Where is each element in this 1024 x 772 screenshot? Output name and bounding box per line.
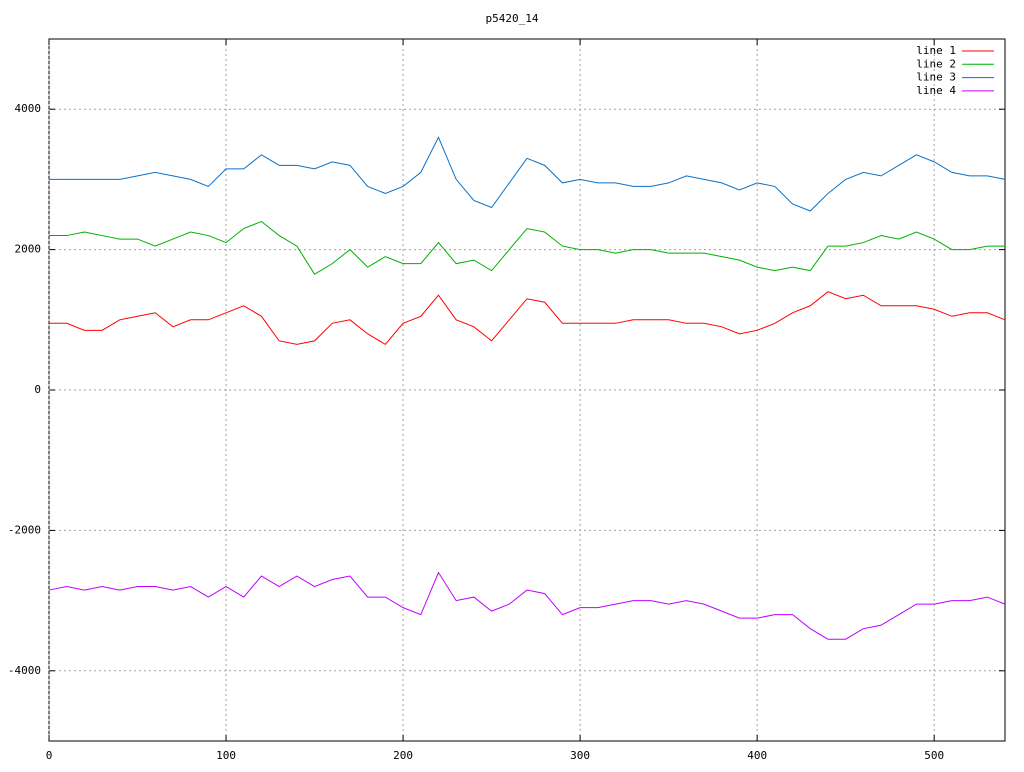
legend-label: line 3 [916, 71, 956, 84]
x-tick-label: 0 [46, 749, 53, 762]
x-tick-label: 300 [570, 749, 590, 762]
x-tick-label: 200 [393, 749, 413, 762]
y-tick-label: 0 [34, 383, 41, 396]
chart-title: p5420_14 [486, 12, 539, 25]
series-line [48, 571, 1006, 640]
series-line [49, 220, 1005, 275]
y-tick-label: 2000 [15, 243, 42, 256]
series-line [49, 291, 1006, 346]
x-tick-label: 400 [747, 749, 767, 762]
x-tick-label: 500 [924, 749, 944, 762]
legend-label: line 1 [916, 44, 956, 57]
y-tick-label: -2000 [8, 523, 41, 536]
y-tick-label: -4000 [8, 664, 41, 677]
y-tick-label: 4000 [15, 102, 42, 115]
legend-label: line 2 [916, 57, 956, 70]
legend-label: line 4 [916, 84, 956, 97]
series-line [49, 136, 1006, 212]
x-tick-label: 100 [216, 749, 236, 762]
